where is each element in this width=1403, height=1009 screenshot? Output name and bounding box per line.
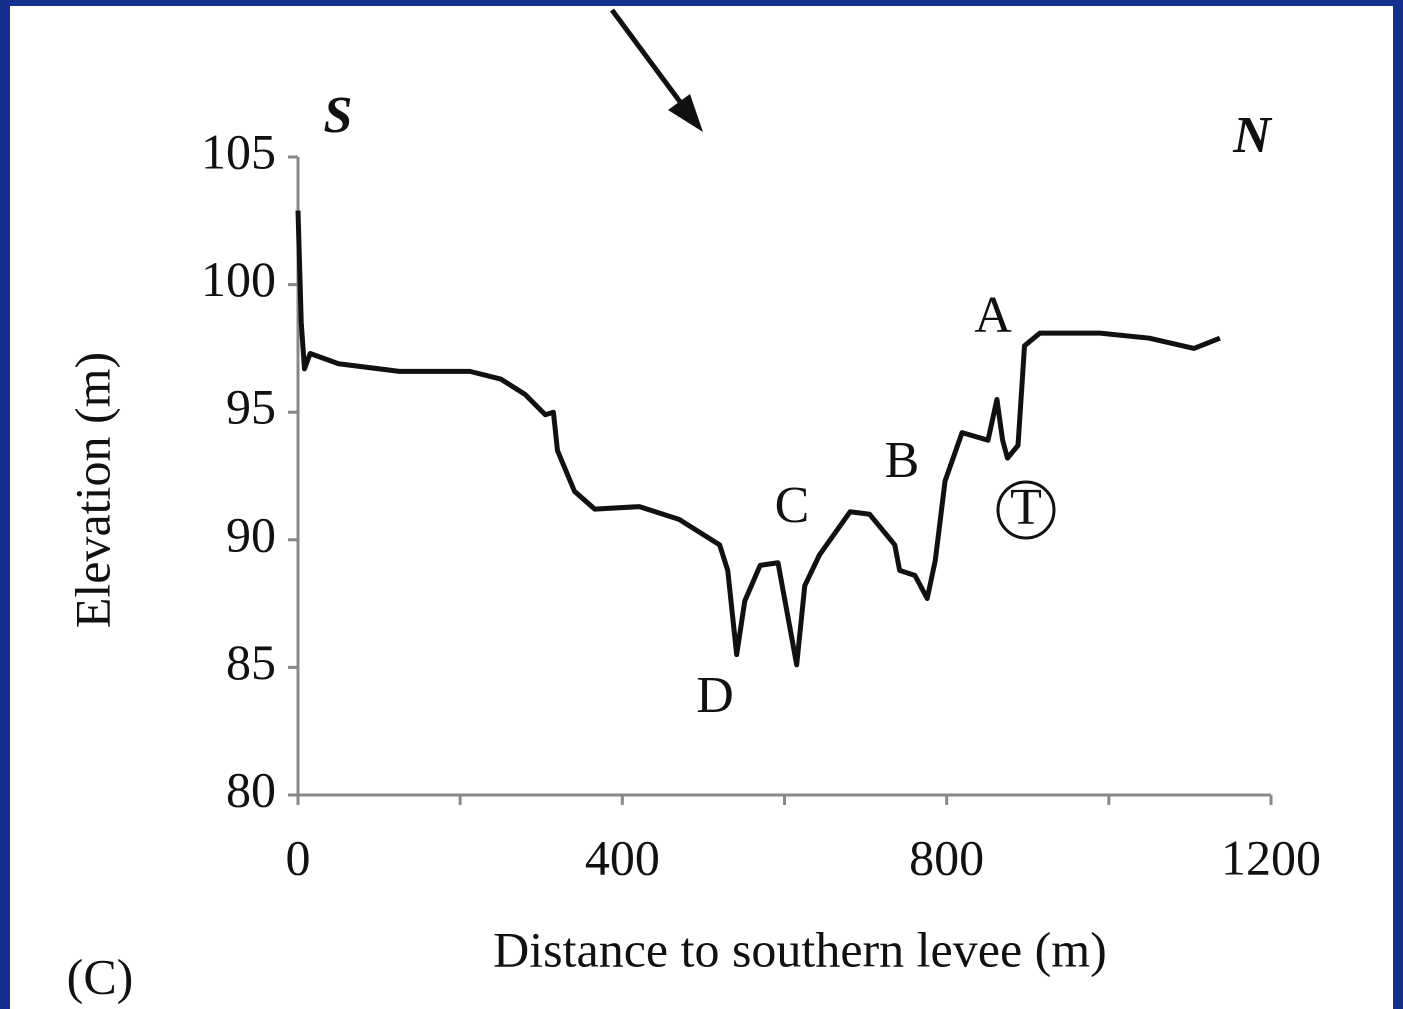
y-axis-label: Elevation (m)	[64, 352, 120, 628]
annotation: A	[974, 287, 1012, 344]
x-tick-label: 400	[585, 829, 660, 885]
y-tick-label: 105	[201, 123, 276, 179]
direction-label: N	[1232, 107, 1273, 164]
y-tick-label: 95	[226, 379, 276, 435]
panel-background	[10, 6, 1393, 1009]
annotation: C	[775, 477, 810, 534]
y-tick-label: 80	[226, 761, 276, 817]
annotation: T	[1010, 479, 1042, 536]
panel-label: (C)	[67, 948, 134, 1004]
x-tick-label: 0	[286, 829, 311, 885]
y-tick-label: 90	[226, 506, 276, 562]
arrow-head	[668, 94, 703, 132]
annotation-circle	[996, 480, 1056, 540]
y-tick-label: 85	[226, 634, 276, 690]
x-tick-label: 1200	[1221, 829, 1321, 885]
y-tick-label: 100	[201, 251, 276, 307]
direction-label: S	[324, 87, 353, 144]
profile-line	[295, 210, 1221, 668]
x-tick-label: 800	[909, 829, 984, 885]
annotation: D	[696, 667, 734, 724]
x-axis-label: Distance to southern levee (m)	[493, 921, 1107, 977]
annotation: B	[885, 432, 920, 489]
